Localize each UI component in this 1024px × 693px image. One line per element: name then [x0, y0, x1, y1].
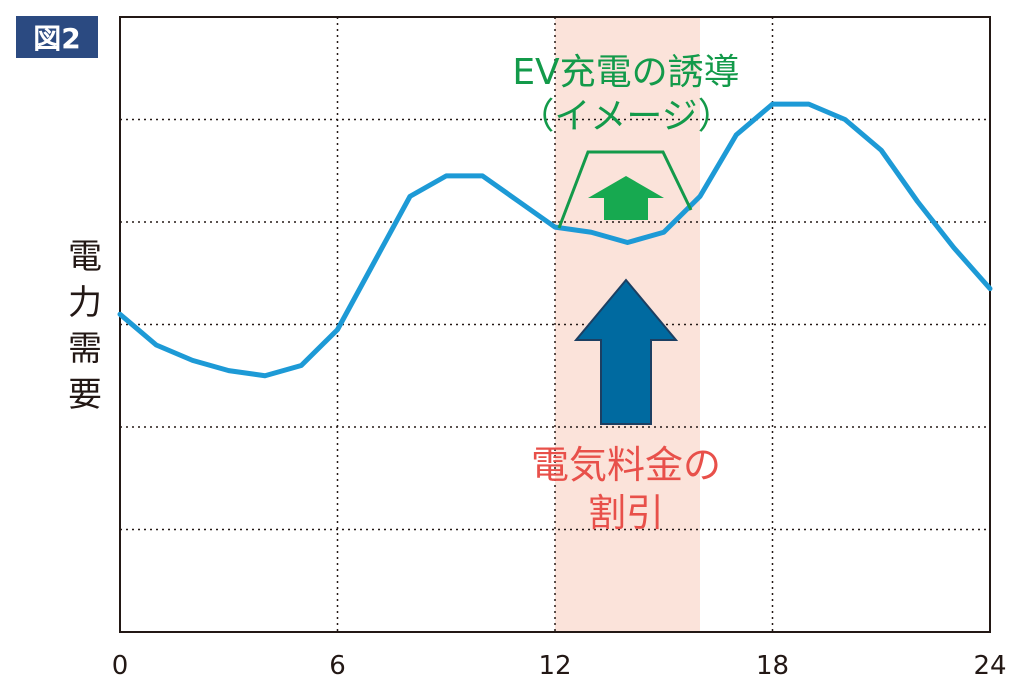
y-axis-label-char: 電: [68, 237, 102, 277]
x-tick-label: 6: [329, 651, 346, 681]
x-tick-labels: 0 6 12 18 24: [112, 651, 1007, 681]
plot-frame: [119, 16, 991, 633]
green-up-arrow: [588, 176, 664, 220]
series-line-power-demand: [117, 101, 993, 379]
x-tick-label: 24: [973, 651, 1006, 681]
ev-induction-label: EV充電の誘導: [512, 52, 739, 93]
x-tick-label: 12: [538, 651, 571, 681]
y-axis-label-char: 需: [68, 329, 102, 369]
x-tick-label: 18: [756, 651, 789, 681]
figure-badge: [16, 16, 98, 58]
grid-lines: [120, 17, 990, 632]
y-axis-label-char: 力: [68, 283, 102, 323]
ev-induction-sublabel: （イメージ）: [518, 96, 733, 137]
blue-up-arrow: [573, 278, 679, 425]
figure-badge-label: 図2: [33, 22, 80, 55]
x-tick-label: 0: [112, 651, 129, 681]
discount-label: 電気料金の: [531, 443, 721, 487]
ev-charging-shape: [557, 150, 693, 229]
y-axis-label-char: 要: [68, 375, 102, 415]
discount-sublabel: 割引: [588, 491, 664, 535]
